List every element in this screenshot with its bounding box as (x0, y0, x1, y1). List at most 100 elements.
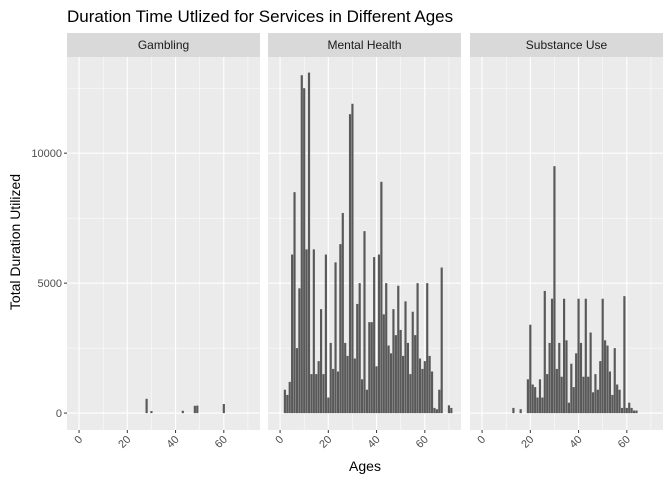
bar (298, 288, 301, 414)
bar (572, 387, 575, 414)
bar (334, 262, 337, 414)
bar (322, 374, 325, 414)
bar (577, 298, 580, 414)
bar (565, 340, 568, 414)
bar (329, 342, 332, 414)
bar (587, 376, 590, 414)
plot-panel (67, 57, 260, 430)
bar (433, 407, 436, 414)
x-tick-label: 40 (568, 434, 585, 451)
bar (543, 290, 546, 414)
bar (625, 407, 628, 414)
bar (594, 374, 597, 414)
bar (377, 254, 381, 414)
bar (385, 283, 388, 414)
bar (630, 407, 633, 414)
bar (421, 368, 424, 414)
bar (548, 342, 551, 414)
facet-panel: Substance Use 0 20 40 60 (470, 33, 663, 451)
bar (435, 409, 438, 414)
facet-panels: 0 5000 10000 Gambling 0 20 40 60 Mental Health 0 2… (31, 33, 663, 451)
x-tick-label: 20 (116, 434, 133, 451)
bar (613, 348, 616, 414)
x-tick-label: 40 (165, 434, 182, 451)
bar (293, 192, 296, 414)
bar (373, 257, 376, 414)
bar (397, 285, 400, 414)
bar (300, 75, 303, 414)
facet-strip-label: Mental Health (327, 38, 401, 52)
bar (563, 298, 566, 414)
facet-strip (67, 33, 260, 57)
bar (315, 374, 318, 414)
bar (344, 342, 347, 414)
bar (519, 409, 522, 414)
facet-strip-label: Gambling (138, 38, 189, 52)
bar (193, 405, 196, 414)
bar (370, 322, 373, 414)
bar (589, 332, 592, 414)
bar (382, 314, 385, 414)
bar (312, 249, 315, 414)
facet-strip (268, 33, 461, 57)
bar (567, 402, 570, 414)
bar (145, 398, 148, 414)
bar (406, 342, 410, 414)
bar (181, 410, 184, 414)
facet-strip-label: Substance Use (526, 38, 608, 52)
bar (336, 371, 340, 414)
bar (628, 402, 631, 414)
bar (288, 381, 291, 414)
bar (286, 394, 289, 414)
bar (428, 355, 431, 414)
bar (599, 361, 602, 414)
bar (283, 389, 286, 414)
chart-title: Duration Time Utlized for Services in Di… (67, 7, 453, 26)
bar (534, 387, 537, 414)
bar (414, 335, 417, 414)
bar (529, 324, 532, 414)
bar (416, 283, 419, 414)
bar (196, 405, 199, 414)
bar (526, 379, 529, 414)
bar (550, 298, 554, 414)
bar (305, 249, 308, 414)
bar (601, 298, 604, 414)
bar (541, 397, 544, 414)
x-tick-label: 60 (616, 434, 633, 451)
bar (447, 405, 451, 414)
x-tick-label: 0 (72, 434, 85, 447)
bar (560, 376, 563, 414)
bar (346, 355, 349, 414)
bar (392, 309, 395, 414)
bar (620, 407, 624, 414)
x-tick-label: 0 (475, 434, 488, 447)
bar (531, 384, 534, 414)
bar (341, 212, 344, 414)
bar (324, 254, 327, 414)
bar (418, 358, 422, 414)
bar (375, 366, 378, 414)
bar (616, 384, 619, 414)
bar (222, 404, 225, 414)
bar (387, 345, 390, 414)
bar (363, 231, 366, 414)
bar (411, 311, 414, 414)
x-tick-label: 60 (213, 434, 230, 451)
bar (319, 309, 323, 414)
bar (365, 389, 368, 414)
bar (404, 301, 407, 414)
bar (584, 298, 587, 414)
bar (394, 335, 397, 414)
x-tick-label: 0 (273, 434, 286, 447)
bar (150, 411, 153, 414)
y-tick-label: 0 (56, 408, 62, 420)
bar (310, 374, 313, 414)
y-tick-label: 5000 (38, 278, 62, 290)
bar (604, 340, 607, 414)
bar (570, 363, 573, 414)
bar (538, 379, 542, 414)
bar (512, 407, 515, 414)
bar (380, 181, 383, 414)
